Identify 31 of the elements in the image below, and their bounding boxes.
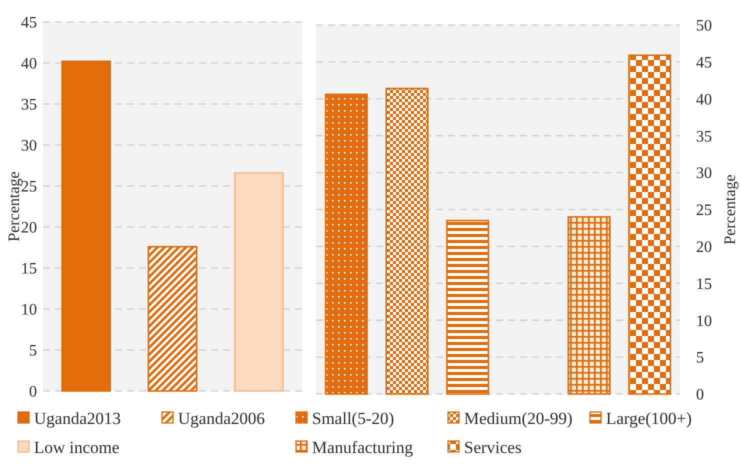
- y-tick-label: 20: [21, 220, 37, 237]
- legend-label: Uganda2006: [178, 408, 265, 428]
- y-tick-label: 30: [21, 138, 37, 155]
- y2-tick-label: 5: [696, 350, 704, 367]
- legend-label: Services: [464, 438, 522, 457]
- y2-axis-title: Percentage: [722, 174, 739, 245]
- y-tick-label: 0: [29, 384, 37, 401]
- y-tick-label: 45: [21, 14, 37, 32]
- legend-label: Large(100+): [606, 408, 692, 428]
- legend-label: Manufacturing: [312, 438, 414, 457]
- y2-tick-label: 50: [696, 18, 712, 35]
- y2-tick-label: 20: [696, 239, 712, 256]
- legend-label: Low income: [34, 438, 120, 457]
- legend-label: Uganda2013: [34, 408, 121, 428]
- y2-tick-label: 10: [696, 312, 712, 330]
- y2-tick-label: 45: [696, 54, 712, 72]
- y-tick-label: 15: [21, 260, 37, 278]
- y2-tick-label: 15: [696, 276, 712, 293]
- y-tick-label: 25: [21, 178, 37, 196]
- y2-tick-label: 30: [696, 165, 712, 182]
- y2-tick-label: 25: [696, 202, 712, 220]
- y2-tick-label: 0: [696, 386, 704, 404]
- y-tick-label: 35: [21, 96, 37, 114]
- y-axis-title: Percentage: [6, 171, 23, 242]
- y-tick-label: 5: [29, 342, 37, 360]
- y2-tick-label: 40: [696, 91, 712, 108]
- legend-label: Medium(20-99): [464, 408, 573, 428]
- y2-tick-label: 35: [696, 128, 712, 146]
- y-tick-label: 10: [21, 302, 37, 319]
- legend-label: Small(5-20): [312, 408, 394, 428]
- y-tick-label: 40: [21, 56, 37, 73]
